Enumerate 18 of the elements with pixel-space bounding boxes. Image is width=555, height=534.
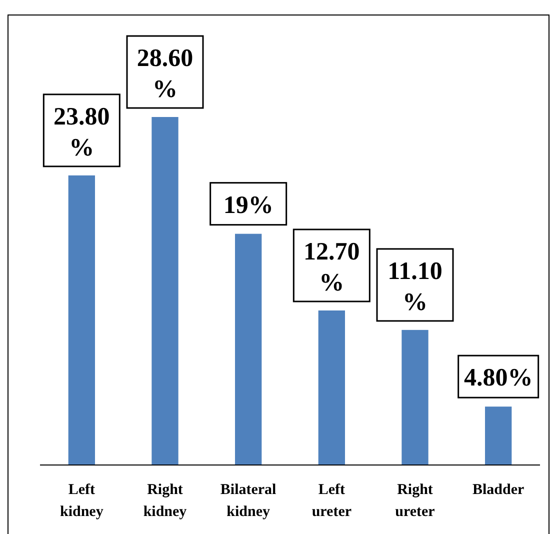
x-tick-label: Bilateral kidney <box>220 482 276 520</box>
data-label: 4.80% <box>464 364 533 392</box>
data-label: 19% <box>223 192 274 219</box>
bar <box>235 234 262 465</box>
x-tick-label: Left ureter <box>312 482 352 520</box>
bar <box>485 406 512 465</box>
data-label: 23.80% <box>54 103 110 162</box>
x-tick-label: Right ureter <box>395 482 436 520</box>
bar <box>152 117 178 465</box>
data-label: 28.60% <box>136 45 194 103</box>
bar <box>68 175 95 465</box>
x-tick-label: Right kidney <box>143 482 188 520</box>
bar <box>318 310 345 465</box>
bar <box>402 330 428 465</box>
x-tick-label: Bladder <box>472 482 525 498</box>
data-label: 12.70% <box>304 238 360 296</box>
data-label: 11.10% <box>388 258 442 316</box>
x-tick-label: Left kidney <box>60 482 104 520</box>
